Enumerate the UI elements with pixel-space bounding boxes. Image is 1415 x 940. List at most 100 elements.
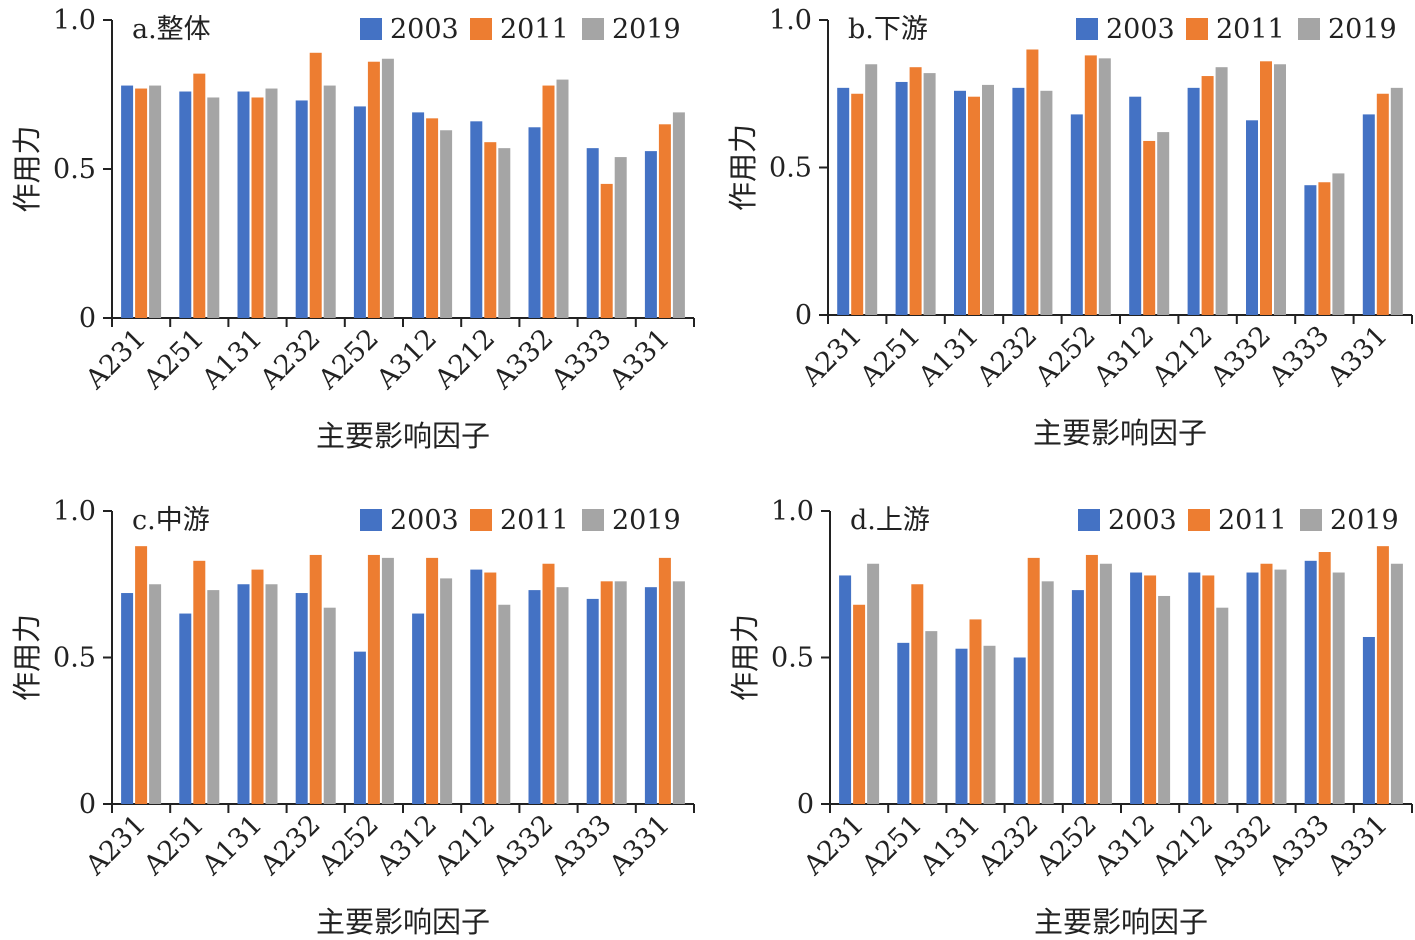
bar-2011-a331 bbox=[1376, 546, 1389, 804]
bar-2019-a332 bbox=[1274, 64, 1286, 315]
legend-item-2019: 2019 bbox=[1300, 505, 1399, 536]
bar-2019-a212 bbox=[1215, 67, 1228, 315]
bar-2019-a131 bbox=[265, 584, 278, 804]
bar-2003-a252 bbox=[1070, 114, 1083, 316]
bar-2019-a231 bbox=[865, 64, 878, 315]
bar-2011-a332 bbox=[542, 85, 555, 318]
legend-item-2011: 2011 bbox=[1188, 505, 1287, 536]
bar-2011-a131 bbox=[968, 96, 980, 315]
bar-2011-a333 bbox=[600, 581, 613, 804]
bar-2019-a232 bbox=[323, 85, 336, 318]
y-tick-label: 0 bbox=[79, 789, 96, 820]
x-axis-title: 主要影响因子 bbox=[316, 905, 490, 939]
bar-2003-a212 bbox=[470, 569, 483, 804]
legend-label: 2011 bbox=[500, 505, 569, 536]
y-tick-label: 0 bbox=[795, 300, 812, 331]
x-tick-label: A251 bbox=[855, 809, 928, 882]
y-tick-label: 0.5 bbox=[769, 153, 812, 184]
bar-2003-a312 bbox=[1130, 572, 1143, 804]
bar-2019-a331 bbox=[1390, 87, 1403, 315]
bar-2011-a331 bbox=[1376, 93, 1389, 315]
x-tick-label: A251 bbox=[854, 320, 927, 393]
bar-2003-a312 bbox=[412, 613, 425, 804]
legend-item-2019: 2019 bbox=[582, 14, 681, 45]
bar-2019-a332 bbox=[556, 587, 569, 804]
y-axis-title: 作用力 bbox=[728, 614, 762, 701]
x-tick-label: A332 bbox=[1205, 809, 1278, 882]
bar-2019-a333 bbox=[614, 581, 627, 804]
x-tick-label: A332 bbox=[487, 323, 560, 396]
x-tick-label: A331 bbox=[1321, 809, 1394, 882]
bar-2019-a312 bbox=[440, 578, 453, 804]
bar-2019-a312 bbox=[1158, 595, 1171, 804]
legend-swatch bbox=[360, 509, 382, 531]
y-tick-label: 0 bbox=[79, 303, 96, 334]
bar-2019-a131 bbox=[982, 84, 994, 316]
x-tick-label: A131 bbox=[912, 320, 985, 393]
legend-swatch bbox=[1186, 18, 1208, 40]
legend-item-2003: 2003 bbox=[360, 505, 459, 536]
legend-label: 2003 bbox=[1108, 505, 1177, 536]
bar-2019-a332 bbox=[556, 79, 569, 318]
bar-2003-a331 bbox=[644, 151, 657, 318]
x-tick-label: A333 bbox=[545, 809, 618, 882]
bar-2003-a232 bbox=[1013, 657, 1026, 804]
x-tick-label: A332 bbox=[1204, 320, 1277, 393]
bar-2011-a252 bbox=[367, 61, 380, 318]
bar-2003-a231 bbox=[121, 593, 134, 804]
x-tick-label: A251 bbox=[137, 809, 210, 882]
legend-label: 2003 bbox=[390, 14, 459, 45]
bar-2011-a251 bbox=[193, 73, 206, 318]
bar-2011-a252 bbox=[367, 554, 380, 804]
x-tick-label: A333 bbox=[1263, 809, 1336, 882]
bar-2011-a131 bbox=[969, 619, 982, 804]
bar-2019-a333 bbox=[1332, 572, 1345, 804]
legend-item-2019: 2019 bbox=[1298, 14, 1397, 45]
x-axis-title: 主要影响因子 bbox=[1033, 416, 1207, 450]
bar-2003-a212 bbox=[470, 121, 483, 318]
bar-2011-a331 bbox=[658, 124, 671, 318]
bar-2019-a251 bbox=[207, 590, 220, 804]
x-tick-label: A252 bbox=[312, 323, 385, 396]
bar-2011-a333 bbox=[600, 183, 613, 318]
bar-2011-a131 bbox=[251, 569, 264, 804]
x-tick-label: A333 bbox=[1262, 320, 1335, 393]
chart-panel-2: 00.51.0A231A251A131A232A252A312A212A332A… bbox=[726, 5, 1413, 450]
bar-2019-a232 bbox=[1041, 581, 1054, 804]
y-tick-label: 0.5 bbox=[53, 643, 96, 674]
bar-2011-a251 bbox=[911, 584, 924, 804]
bar-2011-a312 bbox=[426, 557, 439, 804]
bar-2003-a252 bbox=[353, 106, 366, 318]
legend-label: 2003 bbox=[390, 505, 459, 536]
legend-item-2019: 2019 bbox=[582, 505, 681, 536]
bar-2003-a252 bbox=[1071, 590, 1084, 804]
bar-2003-a333 bbox=[1304, 560, 1317, 804]
bar-2011-a333 bbox=[1318, 182, 1331, 315]
bar-2003-a331 bbox=[1362, 114, 1375, 316]
bar-2003-a232 bbox=[295, 593, 308, 804]
chart-panel-1: 00.51.0A231A251A131A232A252A312A212A332A… bbox=[10, 5, 695, 453]
bar-2019-a312 bbox=[1157, 132, 1170, 315]
legend-swatch bbox=[582, 509, 604, 531]
bar-2003-a212 bbox=[1188, 572, 1201, 804]
bar-2019-a232 bbox=[323, 607, 336, 804]
x-tick-label: A312 bbox=[370, 809, 443, 882]
bar-2003-a231 bbox=[837, 87, 850, 315]
bar-2003-a331 bbox=[1362, 636, 1375, 804]
x-tick-label: A331 bbox=[603, 809, 676, 882]
legend-label: 2011 bbox=[1218, 505, 1287, 536]
bar-2003-a252 bbox=[353, 651, 366, 804]
x-tick-label: A232 bbox=[254, 323, 327, 396]
bar-2011-a312 bbox=[1143, 140, 1156, 315]
bar-2019-a232 bbox=[1040, 90, 1053, 315]
bar-2019-a332 bbox=[1274, 569, 1287, 804]
bar-2003-a331 bbox=[644, 587, 657, 804]
bar-2011-a231 bbox=[853, 604, 866, 804]
legend-swatch bbox=[1298, 18, 1320, 40]
bar-2003-a251 bbox=[179, 613, 192, 804]
bar-2003-a332 bbox=[1246, 120, 1258, 315]
bar-2019-a251 bbox=[207, 97, 220, 318]
chart-panel-3: 00.51.0A231A251A131A232A252A312A212A332A… bbox=[10, 496, 695, 939]
legend-swatch bbox=[1300, 509, 1322, 531]
